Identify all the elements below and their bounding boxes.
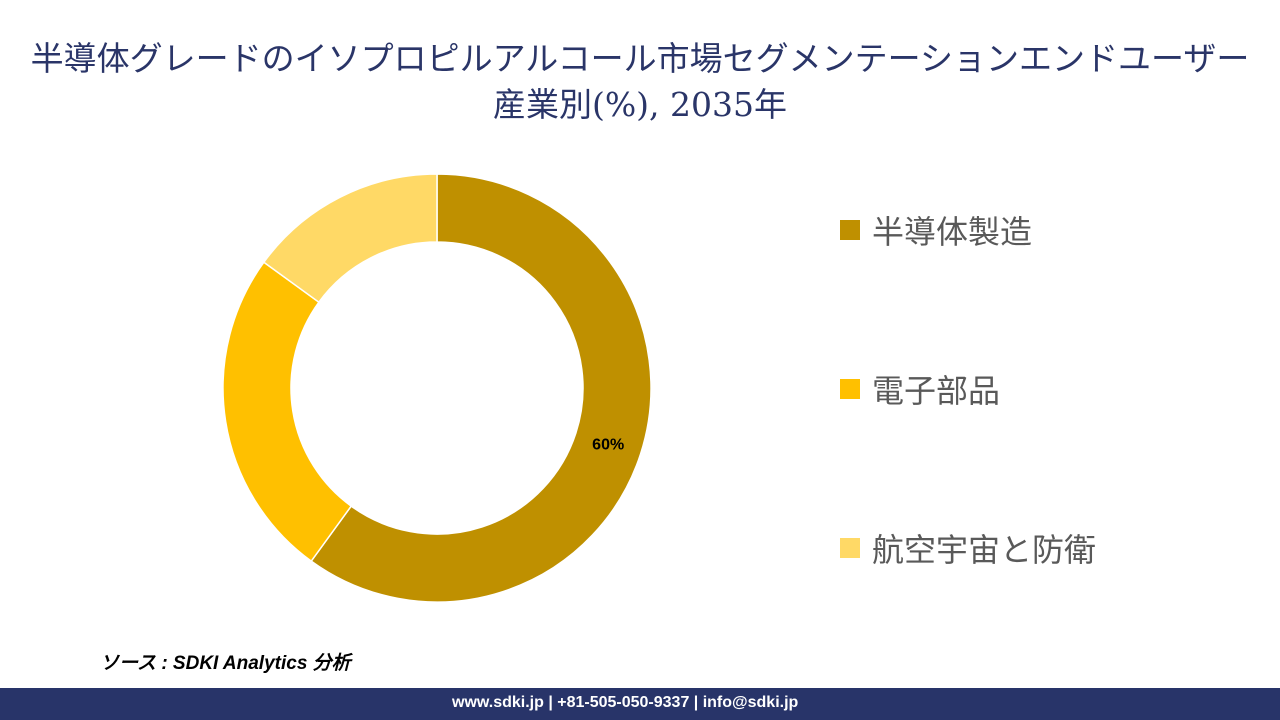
donut-slice: [310, 173, 652, 603]
footer-contact: www.sdki.jp | +81-505-050-9337 | info@sd…: [452, 694, 799, 711]
donut-slice: [222, 261, 353, 563]
legend-label: 航空宇宙と防衛: [872, 531, 1097, 569]
data-label: 60%: [592, 437, 624, 454]
source-note: ソース : SDKI Analytics 分析: [100, 653, 351, 674]
chart-title: 半導体グレードのイソプロピルアルコール市場セグメンテーションエンドユーザー産業別…: [30, 39, 1250, 124]
legend-item-aerospace: 航空宇宙と防衛: [840, 525, 1096, 571]
legend-label: 電子部品: [872, 372, 1001, 410]
footer-bar: www.sdki.jp | +81-505-050-9337 | info@sd…: [0, 688, 1280, 720]
legend-swatch: [840, 220, 860, 240]
legend-item-semiconductor: 半導体製造: [840, 207, 1032, 253]
donut-slice: [262, 173, 438, 304]
legend-item-electronics: 電子部品: [840, 366, 1000, 412]
legend-label: 半導体製造: [872, 213, 1033, 251]
legend-swatch: [840, 538, 860, 558]
legend-swatch: [840, 379, 860, 399]
